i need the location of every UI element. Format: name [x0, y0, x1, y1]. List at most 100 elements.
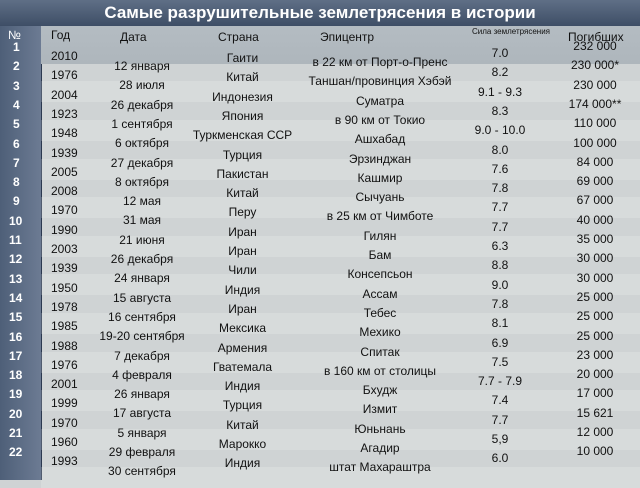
cell-epicenter: Консепсьон: [347, 267, 413, 281]
cell-date: 30 сентября: [108, 464, 176, 478]
cell-year: 1939: [51, 146, 78, 160]
cell-deaths: 230 000*: [570, 58, 620, 72]
cell-country: Китай: [226, 70, 259, 84]
cell-magnitude: 5,9: [491, 432, 509, 446]
cell-year: 1923: [51, 107, 78, 121]
cell-year: 1939: [51, 261, 78, 275]
cell-epicenter: Тебес: [363, 306, 397, 320]
cell-country: Индия: [224, 379, 261, 393]
cell-country: Мексика: [218, 321, 267, 335]
cell-epicenter: в 22 км от Порт-о-Пренс: [312, 55, 448, 69]
cell-epicenter: Измит: [362, 402, 398, 416]
cell-date: 17 августа: [112, 406, 171, 420]
header-magnitude: Сила землетрясения: [472, 27, 550, 36]
cell-magnitude: 6.3: [491, 239, 509, 253]
cell-epicenter: в 25 км от Чимботе: [326, 209, 434, 223]
cell-date: 21 июня: [119, 233, 165, 247]
cell-year: 2005: [51, 165, 78, 179]
cell-magnitude: 7.7: [491, 413, 509, 427]
cell-deaths: 17 000: [576, 386, 614, 400]
cell-deaths: 100 000: [573, 136, 617, 150]
cell-epicenter: Гилян: [363, 229, 397, 243]
cell-date: 12 мая: [122, 194, 162, 208]
cell-country: Пакистан: [216, 167, 269, 181]
cell-year: 1985: [51, 319, 78, 333]
cell-country: Иран: [228, 244, 257, 258]
cell-year: 1988: [51, 339, 78, 353]
row-number: 1: [13, 40, 20, 54]
page-title: Самые разрушительные землетрясения в ист…: [104, 3, 536, 22]
header-country: Страна: [218, 30, 259, 44]
cell-country: Гаити: [226, 51, 259, 65]
cell-deaths: 230 000: [573, 78, 617, 92]
cell-epicenter: в 160 км от столицы: [323, 364, 437, 378]
cell-epicenter: Кашмир: [357, 171, 403, 185]
title-bar: Самые разрушительные землетрясения в ист…: [0, 0, 640, 27]
row-band: [41, 390, 640, 411]
cell-epicenter: Ашхабад: [354, 132, 406, 146]
row-number: 14: [9, 291, 23, 305]
row-number: 22: [9, 445, 23, 459]
cell-date: 24 января: [114, 271, 170, 285]
cell-magnitude: 9.0 - 10.0: [474, 123, 526, 137]
row-number: 10: [9, 214, 23, 228]
cell-deaths: 25 000: [576, 309, 614, 323]
cell-country: Турция: [222, 148, 263, 162]
cell-date: 26 декабря: [110, 98, 174, 112]
cell-epicenter: Суматра: [355, 94, 405, 108]
row-band: [41, 197, 640, 218]
cell-magnitude: 9.1 - 9.3: [477, 85, 523, 99]
cell-magnitude: 8.3: [491, 104, 509, 118]
cell-country: Армения: [217, 341, 268, 355]
cell-country: Индия: [224, 283, 261, 297]
cell-date: 26 января: [114, 387, 170, 401]
row-number: 19: [9, 387, 23, 401]
cell-country: Индонезия: [212, 90, 273, 104]
cell-date: 28 июля: [119, 78, 165, 92]
row-number: 13: [9, 272, 23, 286]
cell-deaths: 20 000: [576, 367, 614, 381]
row-band: [41, 81, 640, 102]
cell-deaths: 174 000**: [568, 97, 622, 111]
cell-epicenter: в 90 км от Токио: [334, 113, 426, 127]
cell-year: 1960: [51, 435, 78, 449]
cell-deaths: 10 000: [576, 444, 614, 458]
cell-country: Иран: [228, 302, 257, 316]
header-num: №: [8, 28, 21, 42]
cell-magnitude: 7.7: [491, 220, 509, 234]
row-number: 15: [9, 310, 23, 324]
row-number: 9: [13, 194, 20, 208]
cell-date: 31 мая: [122, 213, 162, 227]
cell-epicenter: Бхудж: [362, 383, 398, 397]
cell-country: Перу: [228, 205, 257, 219]
row-number: 18: [9, 368, 23, 382]
cell-epicenter: Агадир: [360, 441, 400, 455]
row-number: 17: [9, 349, 23, 363]
cell-deaths: 12 000: [576, 425, 614, 439]
row-band: [41, 313, 640, 334]
cell-deaths: 84 000: [576, 155, 614, 169]
row-band: [41, 120, 640, 141]
cell-magnitude: 9.0: [491, 278, 509, 292]
cell-year: 1970: [51, 203, 78, 217]
cell-magnitude: 7.4: [491, 393, 509, 407]
cell-year: 1948: [51, 126, 78, 140]
cell-magnitude: 7.6: [491, 162, 509, 176]
cell-epicenter: Сычуань: [355, 190, 405, 204]
cell-year: 2008: [51, 184, 78, 198]
cell-deaths: 25 000: [576, 329, 614, 343]
cell-epicenter: Юньнань: [354, 422, 406, 436]
cell-deaths: 35 000: [576, 232, 614, 246]
row-band: [41, 352, 640, 373]
row-number: 12: [9, 252, 23, 266]
cell-date: 15 августа: [112, 291, 171, 305]
cell-deaths: 30 000: [576, 251, 614, 265]
cell-date: 4 февраля: [112, 368, 172, 382]
cell-deaths: 69 000: [576, 174, 614, 188]
cell-year: 1993: [51, 454, 78, 468]
row-number: 3: [13, 79, 20, 93]
cell-country: Китай: [226, 186, 259, 200]
row-number: 8: [13, 175, 20, 189]
cell-year: 1978: [51, 300, 78, 314]
cell-deaths: 23 000: [576, 348, 614, 362]
